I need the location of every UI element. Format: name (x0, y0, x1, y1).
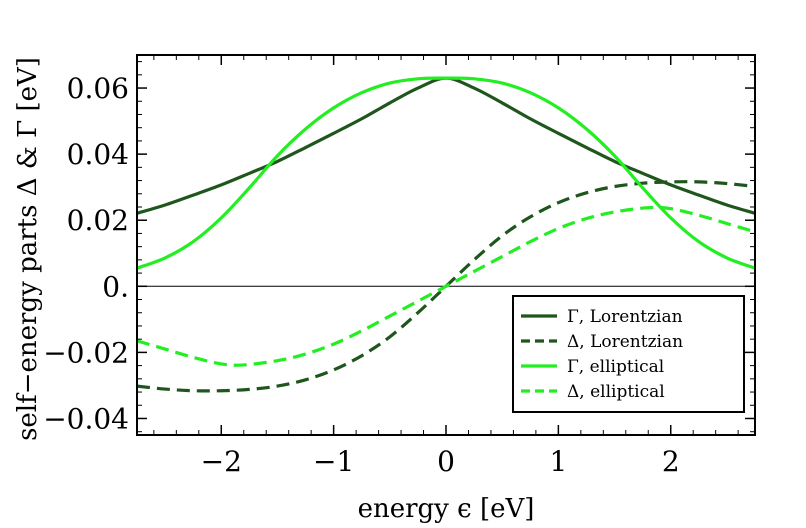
x-tick-label: 2 (662, 445, 680, 478)
y-tick-label: 0.04 (67, 138, 129, 171)
y-tick-label: −0.04 (43, 402, 129, 435)
x-axis-title: energy ϵ [eV] (358, 494, 535, 524)
x-tick-label: 1 (549, 445, 567, 478)
legend-label-3: Δ, elliptical (567, 382, 665, 402)
legend-label-2: Γ, elliptical (567, 357, 664, 377)
series-line-3 (136, 205, 756, 367)
x-tick-label: −2 (201, 445, 242, 478)
y-tick-label: −0.02 (43, 336, 129, 369)
y-axis-title: self−energy parts Δ & Γ [eV] (13, 57, 43, 441)
y-tick-label: 0. (102, 270, 129, 303)
legend-label-0: Γ, Lorentzian (567, 307, 683, 327)
legend-label-1: Δ, Lorentzian (567, 332, 683, 352)
ticks-group (137, 55, 755, 435)
series-line-2 (136, 76, 756, 270)
x-tick-label: 0 (437, 445, 455, 478)
series-group (136, 76, 756, 393)
x-tick-labels: −2 −1 0 1 2 (201, 445, 680, 478)
legend: Γ, Lorentzian Δ, Lorentzian Γ, elliptical Δ… (512, 295, 745, 413)
y-tick-label: 0.06 (67, 72, 129, 105)
y-tick-label: 0.02 (67, 204, 129, 237)
y-tick-labels: 0.06 0.04 0.02 0. −0.02 −0.04 (43, 72, 129, 435)
x-tick-label: −1 (313, 445, 354, 478)
